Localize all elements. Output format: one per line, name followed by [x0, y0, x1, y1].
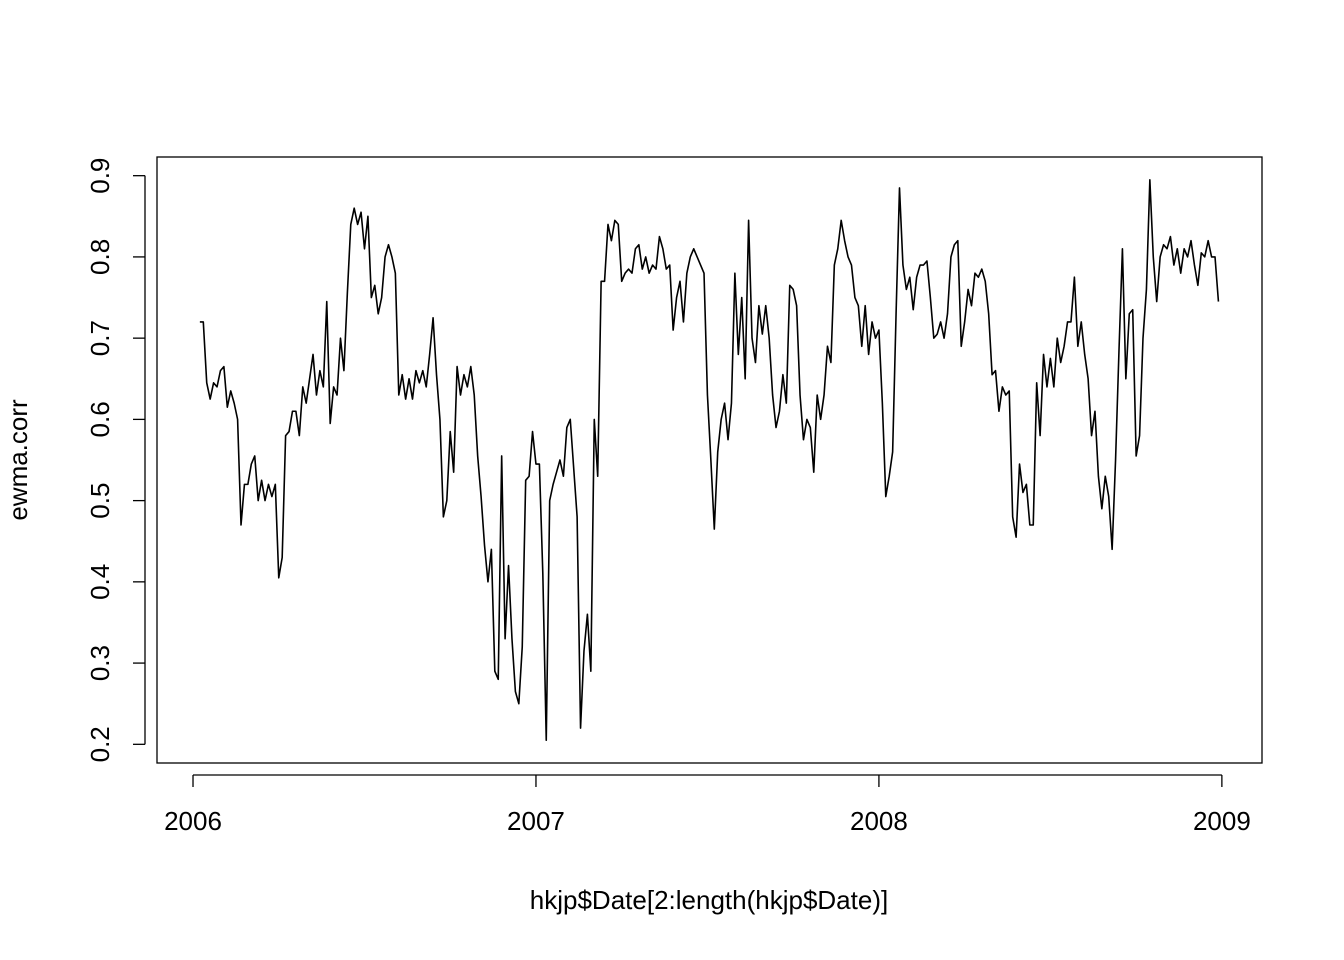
data-line	[199, 178, 1220, 742]
y-tick-label: 0.9	[85, 158, 115, 194]
x-tick-label: 2007	[507, 806, 565, 836]
y-tick-label: 0.7	[85, 320, 115, 356]
y-tick-label: 0.3	[85, 645, 115, 681]
x-tick-label: 2006	[164, 806, 222, 836]
y-tick-label: 0.8	[85, 239, 115, 275]
y-tick-label: 0.4	[85, 564, 115, 600]
x-tick-label: 2008	[850, 806, 908, 836]
y-tick-label: 0.6	[85, 401, 115, 437]
x-axis-label: hkjp$Date[2:length(hkjp$Date)]	[530, 885, 888, 915]
x-tick-label: 2009	[1193, 806, 1251, 836]
plot-frame	[156, 156, 1263, 764]
y-tick-label: 0.2	[85, 726, 115, 762]
y-tick-label: 0.5	[85, 483, 115, 519]
y-axis-label: ewma.corr	[3, 399, 33, 521]
